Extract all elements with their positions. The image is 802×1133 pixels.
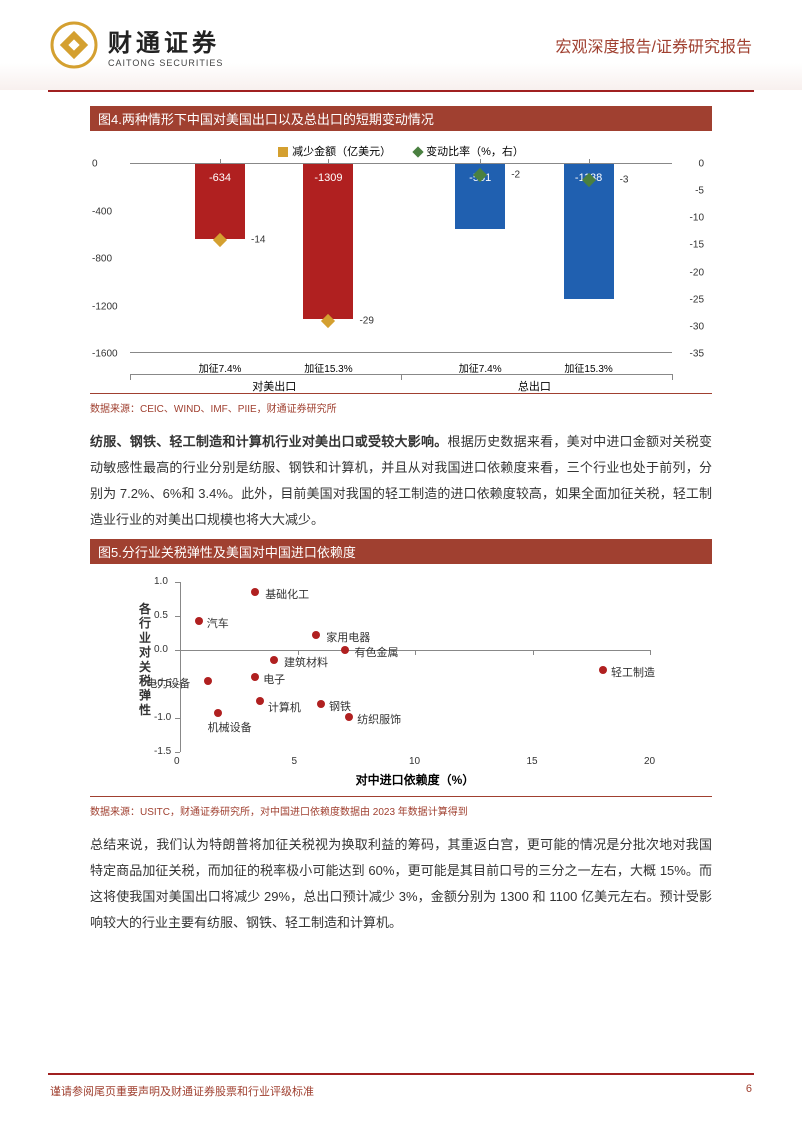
chart1-x-label: 加征15.3%: [564, 360, 612, 375]
paragraph-1: 纺服、钢铁、轻工制造和计算机行业对美出口或受较大影响。根据历史数据来看，美对中进…: [90, 429, 712, 533]
header-category: 宏观深度报告/证券研究报告: [556, 33, 752, 57]
chart2-point-label: 有色金属: [355, 644, 399, 660]
logo-cn-text: 财通证券: [108, 23, 223, 58]
footer-divider: [48, 1073, 754, 1075]
chart2-point: [345, 713, 353, 721]
legend-line-text: 变动比率（%，右）: [426, 146, 524, 158]
chart2-plot: 05101520-1.5-1.0-0.50.00.51.0基础化工汽车家用电器有…: [180, 582, 650, 752]
chart2-point-label: 电子: [263, 671, 285, 687]
chart1-container: 减少金额（亿美元） 变动比率（%，右） 0-400-800-1200-16000…: [90, 131, 712, 394]
chart2-point: [251, 588, 259, 596]
chart1-rate-label: -2: [511, 169, 520, 180]
chart2-x-tick: 0: [174, 756, 180, 767]
chart1-right-tick: -15: [690, 240, 704, 251]
chart2-point: [214, 709, 222, 717]
chart2-y-tick: 0.0: [154, 644, 168, 655]
logo-block: 财通证券 CAITONG SECURITIES: [50, 21, 223, 69]
chart2: 各行业对关税弹性 05101520-1.5-1.0-0.50.00.51.0基础…: [90, 572, 712, 792]
chart1-right-tick: -30: [690, 321, 704, 332]
chart1: 减少金额（亿美元） 变动比率（%，右） 0-400-800-1200-16000…: [90, 139, 712, 389]
chart1-right-tick: -5: [695, 186, 704, 197]
chart1-bar: -1309: [303, 164, 353, 319]
chart1-rate-label: -3: [620, 175, 629, 186]
chart1-left-tick: -1200: [92, 301, 118, 312]
chart2-container: 各行业对关税弹性 05101520-1.5-1.0-0.50.00.51.0基础…: [90, 564, 712, 797]
chart1-right-tick: -35: [690, 349, 704, 360]
chart2-xlabel: 对中进口依赖度（%）: [180, 771, 650, 788]
chart2-point-label: 机械设备: [208, 719, 252, 735]
chart2-x-tick: 10: [409, 756, 420, 767]
chart2-point-label: 基础化工: [265, 586, 309, 602]
chart2-point: [270, 656, 278, 664]
chart2-point-label: 汽车: [207, 615, 229, 631]
chart2-point: [204, 677, 212, 685]
chart1-legend: 减少金额（亿美元） 变动比率（%，右）: [90, 139, 712, 163]
chart1-bar: -634: [195, 164, 245, 239]
chart2-x-tick: 5: [292, 756, 298, 767]
page-content: 图4.两种情形下中国对美国出口以及总出口的短期变动情况 减少金额（亿美元） 变动…: [0, 92, 802, 936]
chart2-x-tick: 15: [527, 756, 538, 767]
chart2-source: 数据来源：USITC，财通证券研究所，对中国进口依赖度数据由 2023 年数据计…: [90, 803, 712, 818]
chart1-rate-label: -14: [251, 235, 265, 246]
chart2-point: [251, 673, 259, 681]
legend-bar-icon: [278, 147, 288, 157]
chart2-x-tick: 20: [644, 756, 655, 767]
chart1-x-label: 加征15.3%: [304, 360, 352, 375]
chart1-bar-value: -1309: [303, 172, 353, 184]
logo-icon: [50, 21, 98, 69]
chart2-point: [256, 697, 264, 705]
paragraph-1-bold: 纺服、钢铁、轻工制造和计算机行业对美出口或受较大影响。: [90, 434, 447, 449]
chart1-x-label: 加征7.4%: [459, 360, 502, 375]
chart1-left-tick: -1600: [92, 349, 118, 360]
page-footer: 谨请参阅尾页重要声明及财通证券股票和行业评级标准 6: [50, 1083, 752, 1099]
chart2-point-label: 电力设备: [146, 675, 190, 691]
chart1-group-label: 对美出口: [252, 378, 296, 394]
chart2-y-tick: 1.0: [154, 576, 168, 587]
chart1-right-tick: 0: [698, 159, 704, 170]
page-header: 财通证券 CAITONG SECURITIES 宏观深度报告/证券研究报告: [0, 0, 802, 90]
chart1-left-tick: -400: [92, 206, 112, 217]
chart2-y-tick: 0.5: [154, 610, 168, 621]
chart1-bar-value: -634: [195, 172, 245, 184]
chart1-left-tick: -800: [92, 254, 112, 265]
chart1-left-tick: 0: [92, 159, 98, 170]
chart1-source: 数据来源：CEIC、WIND、IMF、PIIE，财通证券研究所: [90, 400, 712, 415]
paragraph-2: 总结来说，我们认为特朗普将加征关税视为换取利益的筹码，其重返白宫，更可能的情况是…: [90, 832, 712, 936]
chart2-title: 图5.分行业关税弹性及美国对中国进口依赖度: [90, 539, 712, 564]
legend-diamond-icon: [412, 146, 423, 157]
chart1-right-tick: -25: [690, 294, 704, 305]
chart2-point-label: 建筑材料: [284, 654, 328, 670]
chart1-x-label: 加征7.4%: [199, 360, 242, 375]
chart1-title: 图4.两种情形下中国对美国出口以及总出口的短期变动情况: [90, 106, 712, 131]
chart2-y-tick: -1.5: [154, 746, 171, 757]
chart2-point-label: 计算机: [268, 699, 301, 715]
legend-bar-text: 减少金额（亿美元）: [292, 146, 391, 158]
chart1-right-tick: -20: [690, 267, 704, 278]
chart2-point: [195, 617, 203, 625]
chart2-point-label: 轻工制造: [611, 664, 655, 680]
chart1-group-label: 总出口: [518, 378, 551, 394]
chart2-point-label: 纺织服饰: [357, 711, 401, 727]
footer-page-number: 6: [746, 1083, 752, 1099]
chart1-rate-label: -29: [359, 316, 373, 327]
chart2-point: [599, 666, 607, 674]
chart2-point-label: 家用电器: [326, 629, 370, 645]
chart2-point: [341, 646, 349, 654]
chart1-plot: 0-400-800-1200-16000-5-10-15-20-25-30-35…: [130, 163, 672, 353]
chart2-y-tick: -1.0: [154, 712, 171, 723]
footer-disclaimer: 谨请参阅尾页重要声明及财通证券股票和行业评级标准: [50, 1083, 314, 1099]
chart2-point: [317, 700, 325, 708]
chart2-ylabel: 各行业对关税弹性: [138, 602, 152, 717]
chart1-right-tick: -10: [690, 213, 704, 224]
logo-en-text: CAITONG SECURITIES: [108, 58, 223, 68]
chart2-point: [312, 631, 320, 639]
